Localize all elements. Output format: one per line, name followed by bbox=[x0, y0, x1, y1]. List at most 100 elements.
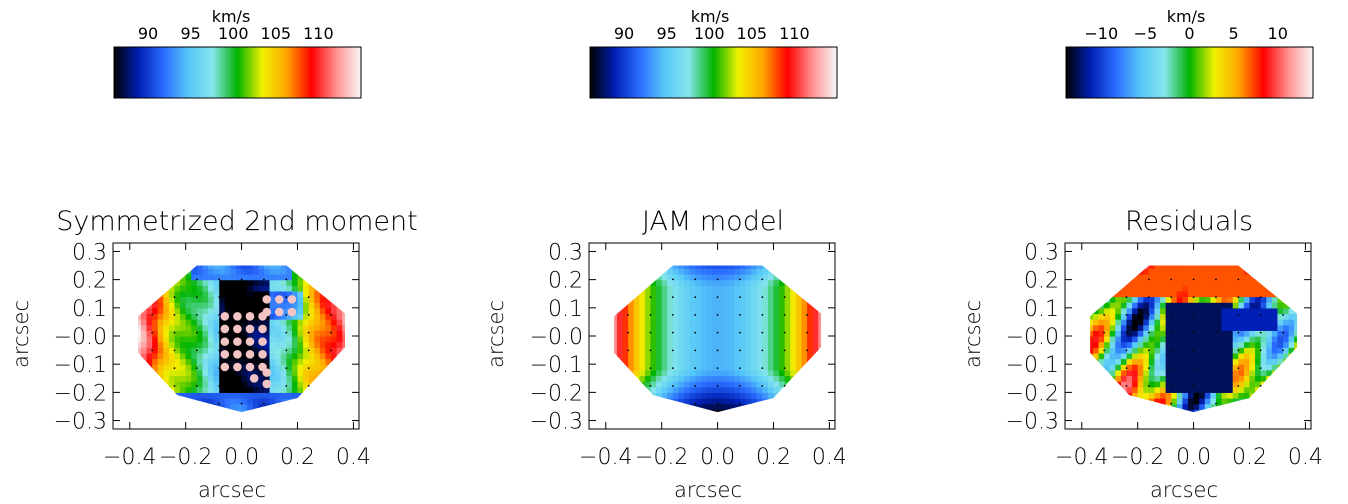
map-cell bbox=[342, 319, 346, 326]
map-cell bbox=[297, 307, 304, 315]
map-cell bbox=[717, 324, 724, 331]
map-cell bbox=[1176, 336, 1184, 343]
map-cell bbox=[1132, 409, 1139, 413]
map-cell bbox=[1188, 296, 1195, 303]
map-cell bbox=[1221, 274, 1228, 281]
map-cell bbox=[185, 296, 192, 303]
map-cell bbox=[1288, 265, 1295, 269]
map-cell bbox=[614, 279, 618, 286]
map-cell bbox=[1238, 386, 1245, 393]
map-cell bbox=[728, 375, 735, 382]
map-cell bbox=[1109, 279, 1116, 286]
map-cell bbox=[807, 313, 814, 320]
map-cell bbox=[1243, 285, 1251, 292]
map-cell bbox=[650, 358, 657, 365]
map-cell bbox=[140, 302, 148, 309]
map-cell bbox=[1283, 403, 1290, 410]
map-cell bbox=[213, 302, 220, 309]
map-cell bbox=[1227, 381, 1234, 388]
map-cell bbox=[717, 274, 724, 281]
map-cell bbox=[1249, 398, 1256, 405]
map-cell bbox=[1215, 409, 1223, 413]
map-cell bbox=[745, 403, 752, 410]
data-point bbox=[1282, 349, 1284, 352]
map-cell bbox=[767, 409, 775, 413]
map-cell bbox=[275, 290, 282, 298]
map-cell bbox=[191, 369, 198, 377]
map-cell bbox=[734, 347, 741, 354]
map-cell bbox=[1238, 324, 1245, 331]
data-point bbox=[218, 367, 221, 370]
map-cell bbox=[146, 403, 153, 410]
map-cell bbox=[1137, 375, 1144, 382]
map-cell bbox=[308, 409, 315, 413]
map-cell bbox=[633, 375, 640, 382]
map-cell bbox=[1199, 341, 1206, 348]
data-point bbox=[1237, 349, 1240, 352]
map-cell bbox=[723, 330, 730, 337]
map-cell bbox=[1171, 285, 1178, 292]
map-cell bbox=[213, 375, 220, 382]
map-cell bbox=[1154, 296, 1161, 303]
map-cell bbox=[818, 279, 822, 286]
map-cell bbox=[1215, 319, 1223, 326]
map-cell bbox=[196, 265, 204, 269]
map-cell bbox=[331, 364, 338, 371]
map-cell bbox=[751, 347, 758, 354]
map-cell bbox=[644, 285, 652, 292]
map-cell bbox=[1115, 341, 1122, 348]
map-cell bbox=[684, 265, 691, 269]
data-point bbox=[285, 384, 288, 387]
map-cell bbox=[1288, 307, 1295, 315]
map-cell bbox=[168, 324, 176, 331]
map-cell bbox=[818, 307, 822, 315]
map-cell bbox=[728, 358, 735, 365]
map-cell bbox=[801, 336, 808, 343]
map-cell bbox=[308, 279, 315, 286]
map-cell bbox=[1109, 296, 1116, 303]
map-cell bbox=[236, 285, 243, 292]
map-cell bbox=[241, 324, 248, 331]
map-cell bbox=[208, 403, 215, 410]
map-cell bbox=[191, 265, 198, 269]
map-cell bbox=[756, 347, 763, 354]
map-cell bbox=[263, 319, 271, 326]
map-cell bbox=[614, 381, 618, 388]
map-cell bbox=[342, 290, 346, 298]
map-cell bbox=[303, 392, 310, 399]
colorbar-3-tick-label: 0 bbox=[1184, 24, 1194, 43]
map-cell bbox=[325, 257, 331, 263]
map-cell bbox=[706, 324, 713, 331]
map-cell bbox=[213, 319, 220, 326]
map-cell bbox=[213, 279, 220, 286]
map-cell bbox=[1115, 392, 1122, 399]
data-point bbox=[649, 367, 652, 370]
data-point bbox=[1147, 331, 1150, 334]
map-cell bbox=[1222, 257, 1228, 263]
map-cell bbox=[751, 352, 758, 360]
map-cell bbox=[1199, 257, 1205, 263]
map-cell bbox=[1160, 330, 1167, 337]
map-cell bbox=[196, 302, 204, 309]
map-cell bbox=[812, 274, 819, 281]
map-cell bbox=[1221, 369, 1228, 377]
map-cell bbox=[191, 392, 198, 399]
map-cell bbox=[286, 268, 293, 275]
map-cell bbox=[152, 336, 159, 343]
map-cell bbox=[762, 285, 769, 292]
map-cell bbox=[768, 257, 774, 263]
map-cell bbox=[1120, 274, 1128, 281]
map-cell bbox=[1221, 296, 1228, 303]
map-cell bbox=[270, 257, 276, 263]
map-cell bbox=[773, 279, 780, 286]
map-cell bbox=[773, 285, 780, 292]
map-cell bbox=[1255, 265, 1262, 269]
map-cell bbox=[1092, 409, 1100, 413]
map-cell bbox=[275, 279, 282, 286]
map-cell bbox=[263, 341, 271, 348]
map-cell bbox=[1227, 324, 1234, 331]
map-cell bbox=[745, 392, 752, 399]
map-cell bbox=[751, 409, 758, 413]
map-cell bbox=[1232, 375, 1239, 382]
map-cell bbox=[784, 290, 791, 298]
